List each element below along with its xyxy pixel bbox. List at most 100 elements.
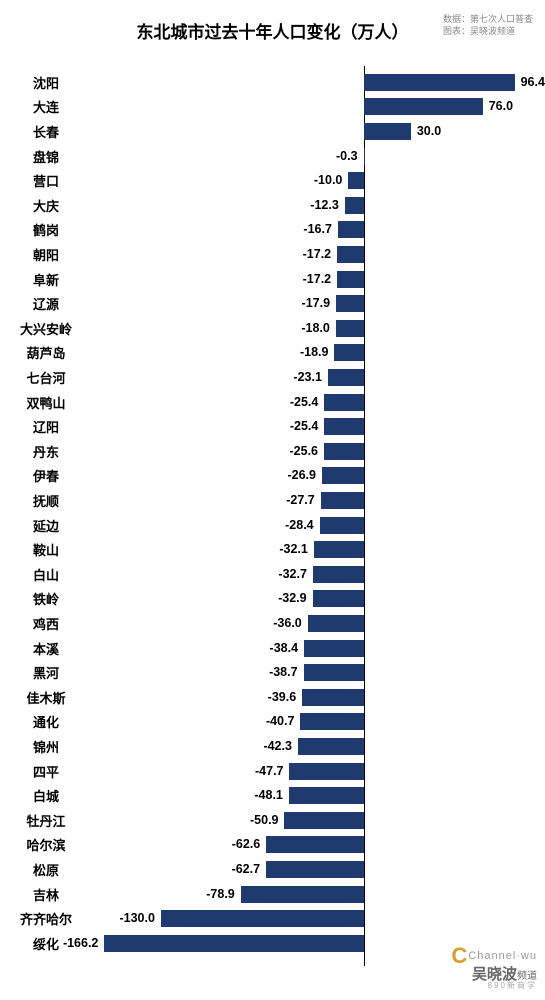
- bar: [313, 566, 364, 583]
- bar: [345, 197, 364, 214]
- plot-region: -0.3: [82, 144, 535, 169]
- city-label: 哈尔滨: [10, 835, 82, 854]
- bar-row: 朝阳-17.2: [10, 242, 535, 267]
- city-label: 本溪: [10, 639, 82, 658]
- bar: [314, 541, 364, 558]
- bar-row: 鞍山-32.1: [10, 537, 535, 562]
- bar: [320, 517, 364, 534]
- plot-region: -28.4: [82, 513, 535, 538]
- plot-region: -23.1: [82, 365, 535, 390]
- plot-region: -32.1: [82, 537, 535, 562]
- value-label: -78.9: [206, 887, 235, 901]
- city-label: 辽阳: [10, 417, 82, 436]
- city-label: 丹东: [10, 442, 82, 461]
- bar: [161, 910, 364, 927]
- bar-row: 本溪 -38.4: [10, 636, 535, 661]
- bar: [302, 689, 364, 706]
- value-label: -40.7: [266, 714, 295, 728]
- city-label: 鞍山: [10, 540, 82, 559]
- city-label: 抚顺: [10, 491, 82, 510]
- bar-row: 丹东 -25.6: [10, 439, 535, 464]
- plot-region: -25.4: [82, 414, 535, 439]
- plot-region: -62.6: [82, 833, 535, 858]
- plot-region: -38.7: [82, 660, 535, 685]
- bar: [284, 812, 364, 829]
- bar: [334, 344, 364, 361]
- bar-row: 铁岭-32.9: [10, 587, 535, 612]
- plot-region: -26.9: [82, 464, 535, 489]
- value-label: -18.0: [301, 321, 330, 335]
- bar-row: 锦州-42.3: [10, 734, 535, 759]
- value-label: -10.0: [314, 173, 343, 187]
- city-label: 沈阳: [10, 73, 82, 92]
- bar: [313, 590, 364, 607]
- bar: [104, 935, 364, 952]
- city-label: 黑河: [10, 663, 82, 682]
- city-label: 盘锦: [10, 147, 82, 166]
- bar-row: 双鸭山-25.4: [10, 390, 535, 415]
- plot-region: -32.7: [82, 562, 535, 587]
- city-label: 佳木斯: [10, 688, 82, 707]
- value-label: -38.4: [270, 641, 299, 655]
- bar-row: 长春30.0: [10, 119, 535, 144]
- watermark-c-icon: C: [451, 943, 468, 968]
- bar-row: 沈阳96.4: [10, 70, 535, 95]
- city-label: 四平: [10, 762, 82, 781]
- bar-row: 鸡西-36.0: [10, 611, 535, 636]
- plot-region: -50.9: [82, 808, 535, 833]
- value-label: -36.0: [273, 616, 302, 630]
- bar-row: 阜新-17.2: [10, 267, 535, 292]
- city-label: 牡丹江: [10, 811, 82, 830]
- bar-row: 黑河-38.7: [10, 660, 535, 685]
- bar: [337, 271, 364, 288]
- bar: [321, 492, 364, 509]
- bar: [337, 246, 364, 263]
- bar-row: 大兴安岭 -18.0: [10, 316, 535, 341]
- bar-row: 大庆-12.3: [10, 193, 535, 218]
- plot-region: -48.1: [82, 783, 535, 808]
- value-label: -32.7: [278, 567, 307, 581]
- city-label: 通化: [10, 712, 82, 731]
- plot-region: 96.4: [82, 70, 535, 95]
- bar-row: 牡丹江 -50.9: [10, 808, 535, 833]
- bar: [304, 664, 364, 681]
- value-label: -25.6: [290, 444, 319, 458]
- bar: [241, 886, 364, 903]
- value-label: -39.6: [268, 690, 297, 704]
- bar-row: 辽源-17.9: [10, 291, 535, 316]
- plot-region: -32.9: [82, 587, 535, 612]
- watermark-brand-cn: 吴晓波频道: [451, 967, 537, 982]
- bar-row: 四平-47.7: [10, 759, 535, 784]
- bar: [336, 295, 364, 312]
- city-label: 松原: [10, 860, 82, 879]
- bar-row: 佳木斯 -39.6: [10, 685, 535, 710]
- city-label: 大兴安岭: [10, 319, 82, 338]
- city-label: 葫芦岛: [10, 343, 82, 362]
- plot-region: -10.0: [82, 168, 535, 193]
- value-label: 96.4: [521, 75, 545, 89]
- value-label: -50.9: [250, 813, 279, 827]
- plot-region: -130.0: [82, 906, 535, 931]
- city-label: 鹤岗: [10, 220, 82, 239]
- value-label: -32.9: [278, 591, 307, 605]
- bar-row: 鹤岗-16.7: [10, 218, 535, 243]
- plot-region: -42.3: [82, 734, 535, 759]
- bar: [364, 98, 483, 115]
- plot-region: -12.3: [82, 193, 535, 218]
- plot-region: 30.0: [82, 119, 535, 144]
- plot-region: -40.7: [82, 710, 535, 735]
- value-label: -26.9: [287, 468, 316, 482]
- value-label: 76.0: [489, 99, 513, 113]
- city-label: 吉林: [10, 885, 82, 904]
- plot-region: -25.4: [82, 390, 535, 415]
- city-label: 伊春: [10, 466, 82, 485]
- source-data: 数据：第七次人口普查: [443, 14, 533, 26]
- value-label: -62.6: [232, 837, 261, 851]
- bar-row: 延边-28.4: [10, 513, 535, 538]
- bar-row: 伊春 -26.9: [10, 464, 535, 489]
- bar-row: 盘锦-0.3: [10, 144, 535, 169]
- plot-region: -27.7: [82, 488, 535, 513]
- city-label: 辽源: [10, 294, 82, 313]
- value-label: -166.2: [63, 936, 98, 950]
- bar: [364, 74, 515, 91]
